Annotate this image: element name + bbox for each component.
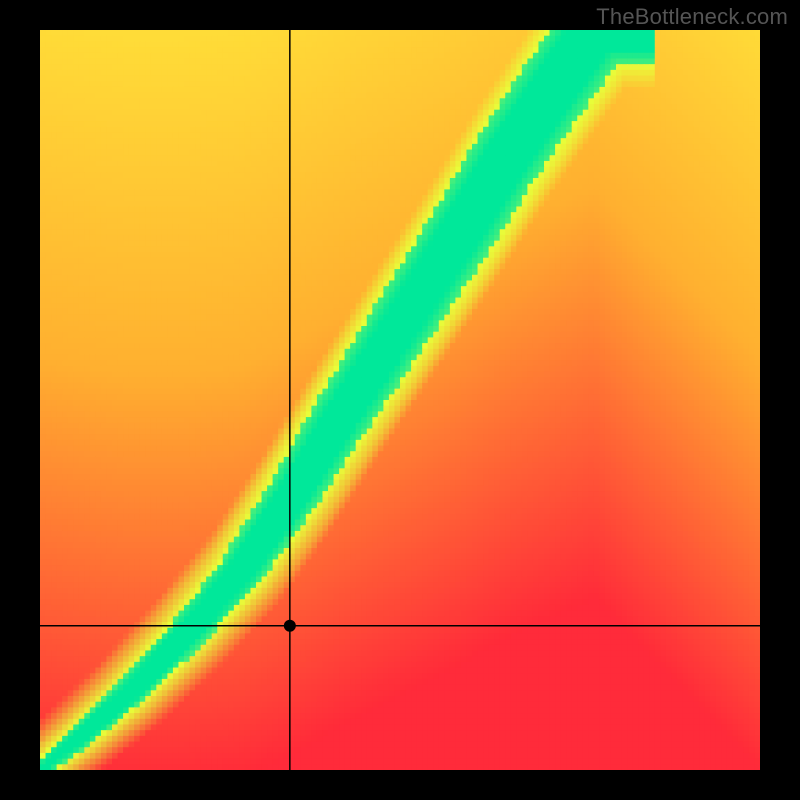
- plot-area: [40, 30, 760, 770]
- heatmap-svg: [40, 30, 760, 770]
- watermark-text: TheBottleneck.com: [596, 4, 788, 30]
- crosshair-marker: [284, 620, 296, 632]
